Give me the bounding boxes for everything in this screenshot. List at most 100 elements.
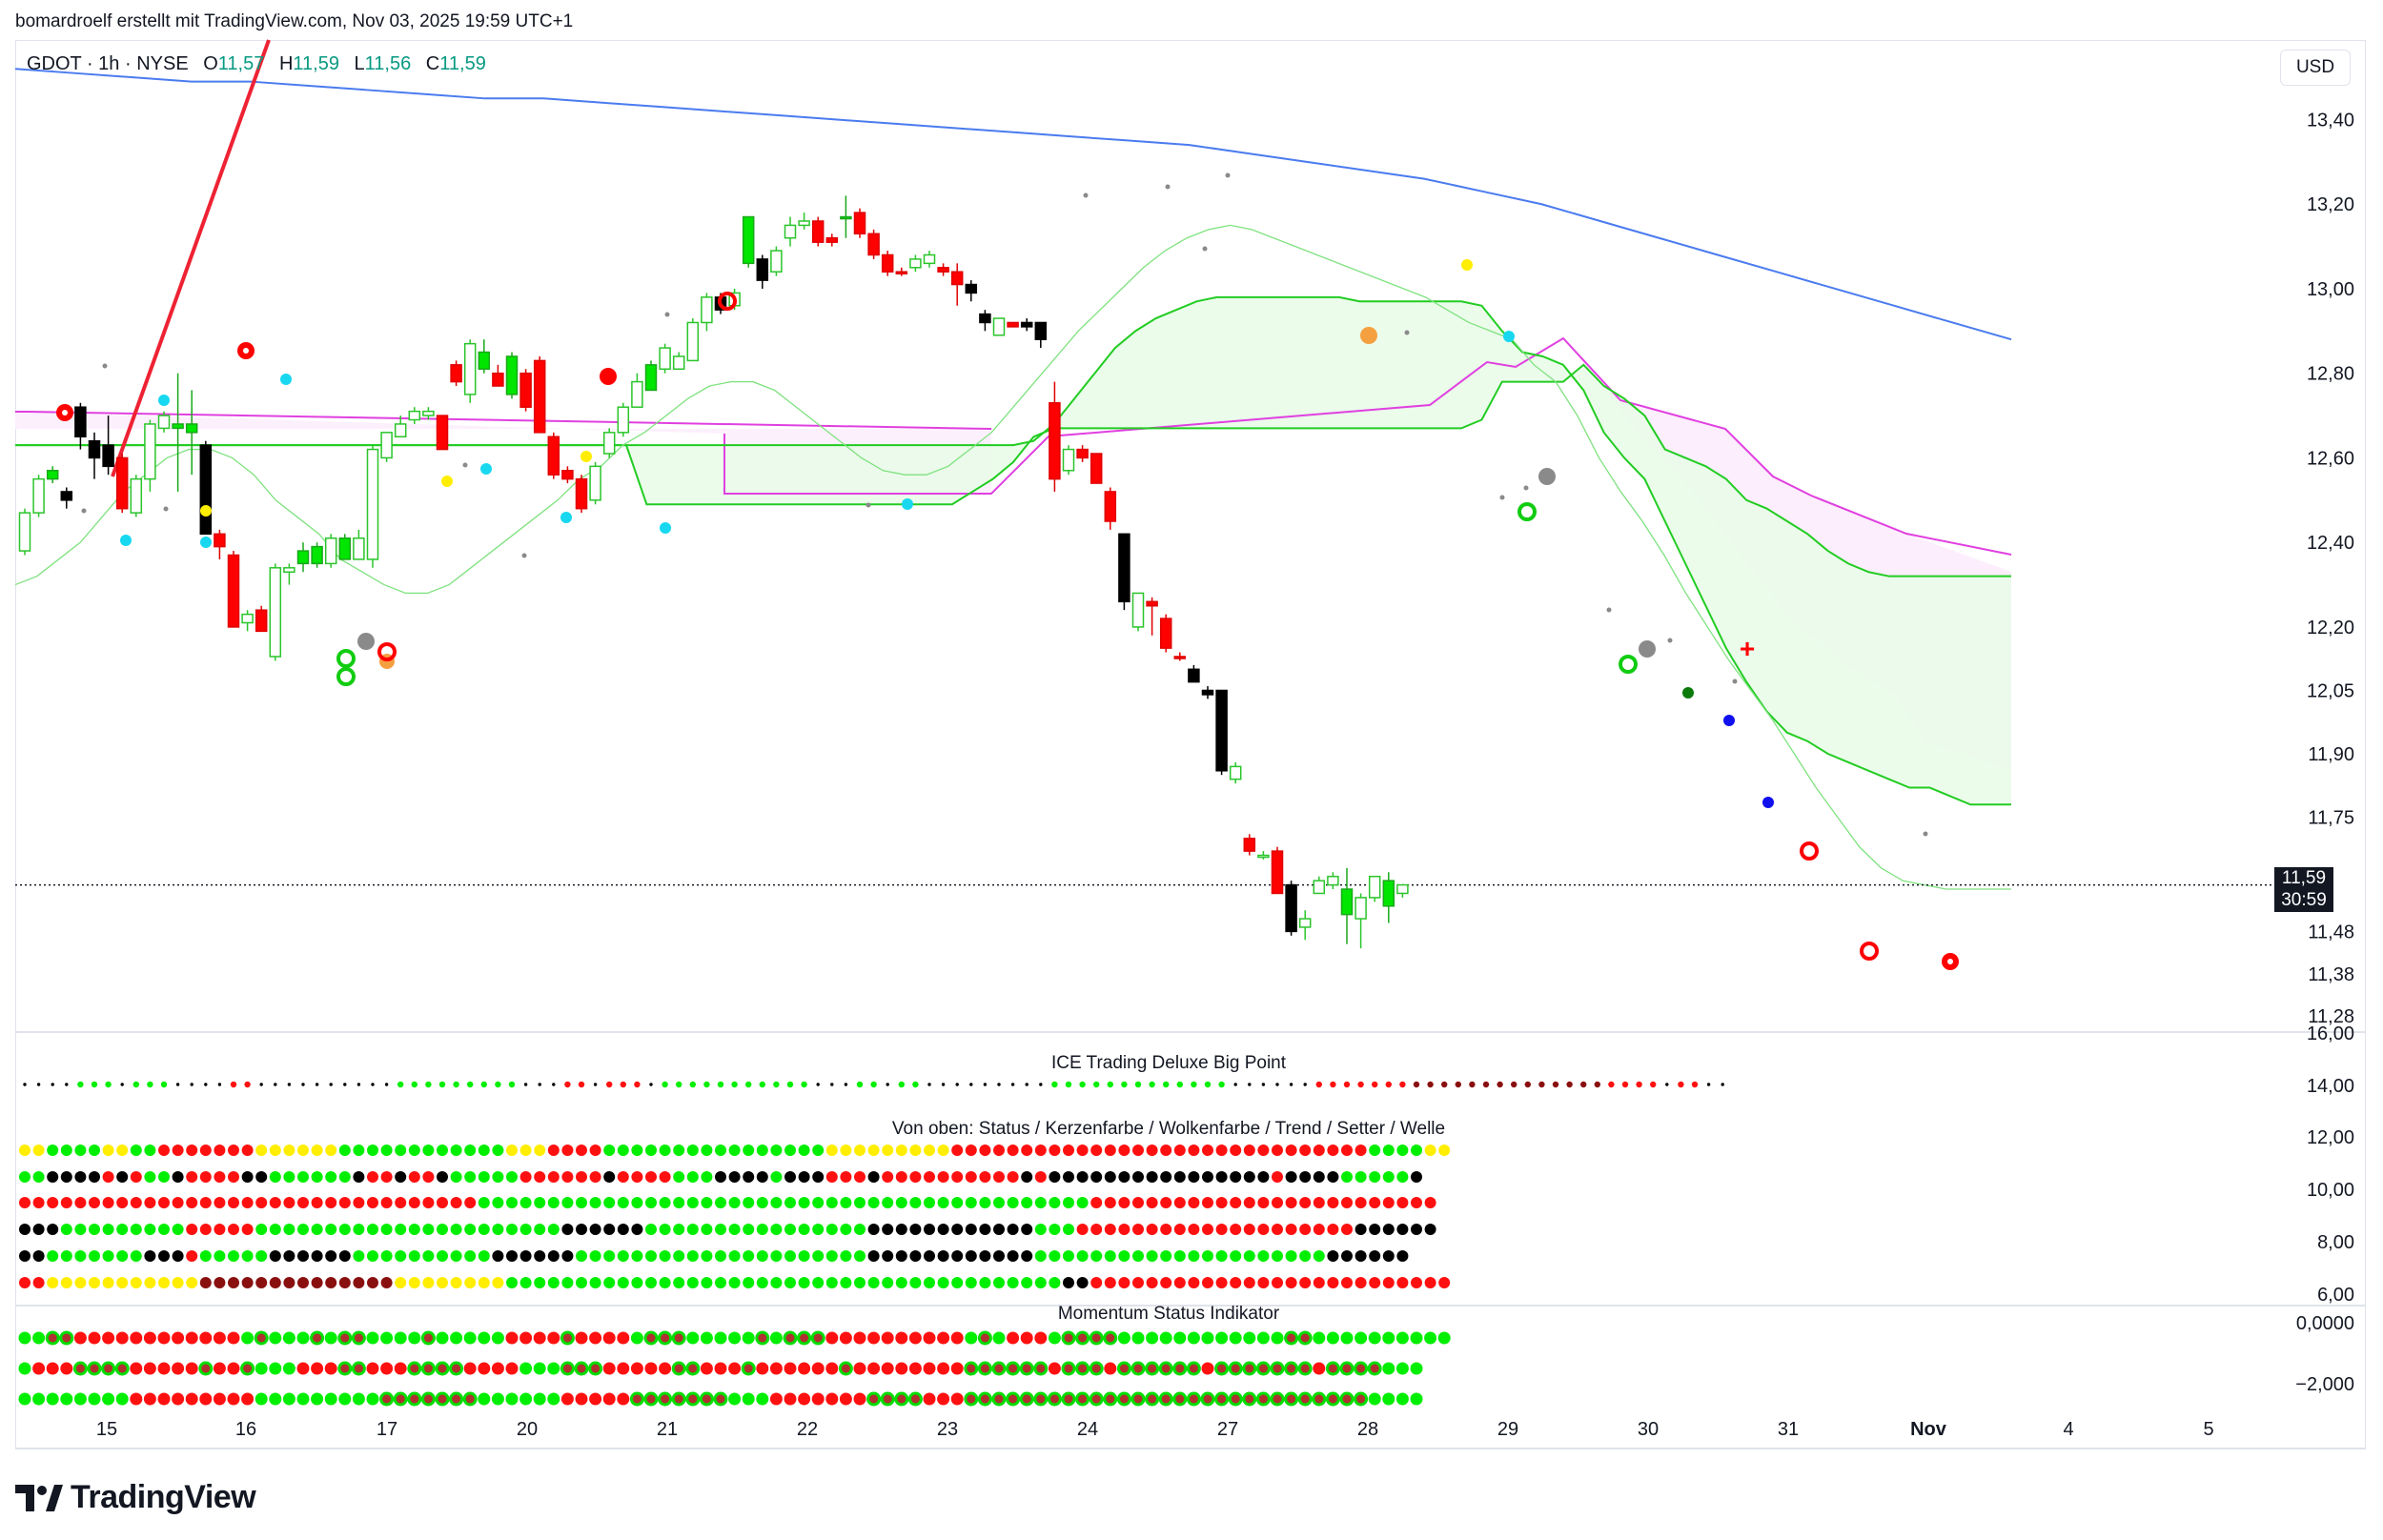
momentum-dot bbox=[48, 1333, 57, 1343]
status-dot bbox=[867, 1197, 880, 1208]
signal-marker bbox=[480, 463, 492, 475]
status-dot bbox=[1272, 1197, 1283, 1208]
momentum-dot bbox=[869, 1394, 879, 1404]
candle bbox=[1285, 881, 1297, 936]
momentum-dot bbox=[452, 1364, 461, 1373]
momentum-dot bbox=[908, 1362, 922, 1375]
status-dot bbox=[812, 1145, 825, 1156]
big-point-dot bbox=[955, 1083, 959, 1086]
status-dot bbox=[1313, 1224, 1325, 1235]
status-dot bbox=[311, 1145, 323, 1156]
status-dot bbox=[1104, 1224, 1116, 1235]
status-dot bbox=[519, 1224, 532, 1235]
big-point-dot bbox=[1051, 1081, 1058, 1088]
status-dot bbox=[645, 1145, 657, 1156]
status-dot bbox=[1243, 1197, 1255, 1208]
tradingview-logo[interactable]: TradingView bbox=[15, 1479, 256, 1516]
momentum-dot bbox=[798, 1362, 811, 1375]
momentum-dot bbox=[396, 1394, 405, 1404]
big-point-dot bbox=[120, 1083, 124, 1086]
status-dot bbox=[659, 1171, 671, 1183]
status-dot bbox=[144, 1250, 156, 1262]
momentum-dot bbox=[1300, 1364, 1310, 1373]
signal-marker bbox=[1723, 715, 1735, 726]
momentum-dot bbox=[185, 1392, 198, 1406]
momentum-dot bbox=[881, 1331, 894, 1345]
status-dot bbox=[1272, 1224, 1283, 1235]
momentum-dot bbox=[46, 1392, 59, 1406]
status-dot bbox=[408, 1250, 420, 1262]
status-dot bbox=[951, 1145, 964, 1156]
status-dot bbox=[534, 1224, 546, 1235]
low-label: L bbox=[354, 53, 365, 74]
status-dot bbox=[993, 1250, 1005, 1262]
time-axis-label: 28 bbox=[1357, 1419, 1378, 1440]
big-point-dot bbox=[844, 1083, 848, 1086]
momentum-dot bbox=[519, 1392, 533, 1406]
momentum-dot bbox=[436, 1331, 449, 1345]
tradingview-logo-text: TradingView bbox=[71, 1479, 256, 1515]
status-dot bbox=[825, 1224, 838, 1235]
momentum-dot bbox=[630, 1331, 643, 1345]
candle-body bbox=[756, 258, 769, 281]
currency-button[interactable]: USD bbox=[2280, 50, 2351, 86]
status-dot bbox=[924, 1197, 935, 1208]
status-dot bbox=[1382, 1224, 1395, 1235]
candle bbox=[575, 475, 588, 514]
status-dot bbox=[395, 1145, 407, 1156]
status-dot bbox=[534, 1250, 546, 1262]
big-point-dot bbox=[1149, 1081, 1155, 1088]
low-value: 11,56 bbox=[364, 53, 412, 74]
momentum-dot bbox=[90, 1364, 99, 1373]
status-dot bbox=[728, 1197, 741, 1208]
time-axis-label: 23 bbox=[937, 1419, 958, 1440]
status-dot bbox=[172, 1145, 184, 1156]
status-dot bbox=[32, 1171, 45, 1183]
status-dot bbox=[1063, 1145, 1074, 1156]
status-dot bbox=[701, 1171, 713, 1183]
momentum-dot bbox=[130, 1331, 143, 1345]
status-dot bbox=[909, 1224, 922, 1235]
status-dot bbox=[924, 1277, 935, 1288]
status-dot bbox=[1369, 1250, 1381, 1262]
momentum-dot bbox=[243, 1364, 253, 1373]
candle bbox=[519, 369, 532, 412]
candle bbox=[881, 251, 894, 276]
momentum-dot bbox=[965, 1331, 978, 1345]
status-dot bbox=[255, 1277, 268, 1288]
momentum-dot bbox=[1342, 1394, 1352, 1404]
plus-signal-marker: + bbox=[1740, 634, 1755, 663]
status-dot bbox=[380, 1277, 393, 1288]
signal-marker bbox=[1538, 468, 1556, 485]
status-dot bbox=[1146, 1224, 1158, 1235]
momentum-dot bbox=[352, 1392, 365, 1406]
status-dot bbox=[756, 1145, 768, 1156]
status-dot bbox=[1146, 1171, 1158, 1183]
momentum-dot bbox=[102, 1392, 115, 1406]
big-point-dot bbox=[1706, 1083, 1711, 1086]
candle-body bbox=[74, 406, 87, 438]
status-dot bbox=[1132, 1224, 1144, 1235]
status-dot bbox=[728, 1277, 741, 1288]
momentum-dot bbox=[562, 1333, 572, 1343]
status-dot bbox=[338, 1145, 351, 1156]
candle-body bbox=[296, 550, 310, 565]
momentum-dot bbox=[743, 1364, 753, 1373]
momentum-dot bbox=[311, 1362, 324, 1375]
status-dot bbox=[645, 1277, 657, 1288]
status-dot bbox=[367, 1145, 378, 1156]
candle-body bbox=[561, 470, 574, 480]
candle-body bbox=[798, 220, 810, 227]
status-dot bbox=[924, 1145, 935, 1156]
momentum-dot bbox=[172, 1392, 185, 1406]
momentum-dot bbox=[688, 1364, 698, 1373]
momentum-dot bbox=[382, 1394, 392, 1404]
momentum-dot bbox=[716, 1394, 725, 1404]
big-point-dot bbox=[898, 1081, 905, 1088]
momentum-dot bbox=[324, 1331, 337, 1345]
candle-body bbox=[88, 439, 101, 459]
status-dot bbox=[603, 1250, 616, 1262]
candle-body bbox=[1159, 618, 1172, 649]
symbol-legend[interactable]: GDOT · 1h · NYSE O11,57 H11,59 L11,56 C1… bbox=[27, 53, 486, 75]
